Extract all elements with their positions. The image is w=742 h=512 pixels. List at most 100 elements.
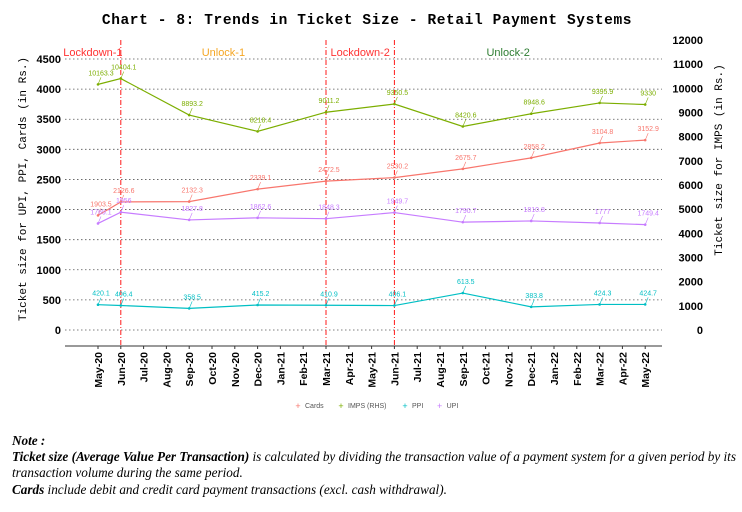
phase-label: Lockdown-1 bbox=[63, 47, 122, 59]
label-leader bbox=[97, 216, 102, 224]
data-label: 9330 bbox=[640, 91, 656, 98]
label-leader bbox=[530, 213, 535, 222]
label-leader bbox=[462, 215, 467, 223]
label-leader bbox=[394, 298, 398, 306]
y-left-tick-label: 2500 bbox=[37, 174, 61, 186]
data-label: 1848.3 bbox=[318, 205, 340, 212]
legend-marker: + bbox=[295, 401, 300, 411]
data-label: 1827.8 bbox=[181, 206, 203, 213]
series-line-imps-rhs- bbox=[97, 77, 646, 133]
label-leader bbox=[257, 297, 261, 306]
label-leader bbox=[530, 150, 535, 158]
data-point bbox=[643, 303, 647, 306]
x-tick-label: Jan-22 bbox=[549, 352, 561, 385]
label-leader bbox=[394, 205, 398, 213]
data-label: 415.2 bbox=[252, 291, 270, 298]
data-label: 406.4 bbox=[115, 292, 133, 299]
y-right-tick-label: 7000 bbox=[679, 156, 703, 168]
data-label: 1903.5 bbox=[90, 201, 112, 208]
data-label: 613.5 bbox=[457, 279, 475, 286]
label-leader bbox=[257, 182, 261, 190]
x-tick-label: Aug-21 bbox=[435, 352, 447, 388]
data-label: 2472.5 bbox=[318, 167, 340, 174]
x-tick-label: Dec-20 bbox=[253, 352, 265, 387]
x-tick-label: Mar-21 bbox=[321, 352, 333, 386]
y-right-tick-label: 1000 bbox=[679, 301, 703, 313]
label-leader bbox=[325, 105, 330, 113]
legend-marker: + bbox=[402, 401, 407, 411]
label-leader bbox=[530, 299, 535, 308]
y-right-tick-label: 3000 bbox=[679, 253, 703, 265]
data-label: 10404.1 bbox=[111, 65, 136, 72]
data-label: 410.9 bbox=[320, 291, 338, 298]
y-right-tick-label: 11000 bbox=[673, 59, 703, 71]
label-leader bbox=[120, 298, 125, 306]
label-leader bbox=[462, 161, 467, 169]
label-leader bbox=[599, 215, 603, 224]
y-left-tick-label: 4500 bbox=[37, 54, 61, 66]
note-term-ticket-size: Ticket size (Average Value Per Transacti… bbox=[12, 449, 250, 465]
label-leader bbox=[599, 135, 603, 144]
y-axis-right-title: Ticket size for IMPS (in Rs.) bbox=[714, 64, 726, 255]
y-right-tick-label: 6000 bbox=[679, 180, 703, 192]
data-label: 1862.6 bbox=[250, 204, 272, 211]
label-leader bbox=[644, 97, 649, 105]
data-label: 1956 bbox=[116, 198, 132, 205]
label-leader bbox=[644, 297, 649, 305]
label-leader bbox=[394, 96, 398, 105]
note-text-ticket-size: is calculated by dividing the transactio… bbox=[12, 449, 736, 481]
label-leader bbox=[599, 297, 603, 305]
label-leader bbox=[462, 285, 467, 294]
data-label: 9350.5 bbox=[387, 90, 409, 97]
data-label: 406.1 bbox=[389, 292, 407, 299]
data-label: 383.8 bbox=[525, 293, 543, 300]
data-label: 2675.7 bbox=[455, 155, 477, 162]
phase-label: Lockdown-2 bbox=[331, 47, 390, 59]
legend-label: PPI bbox=[412, 403, 423, 410]
data-label: 1777 bbox=[595, 209, 611, 216]
x-tick-label: Nov-20 bbox=[230, 352, 242, 387]
x-tick-label: Sep-20 bbox=[184, 352, 196, 387]
y-right-tick-label: 12000 bbox=[672, 35, 703, 47]
y-right-tick-label: 0 bbox=[697, 325, 703, 337]
x-tick-label: Jul-21 bbox=[412, 352, 424, 383]
x-tick-label: Apr-22 bbox=[617, 352, 629, 385]
label-leader bbox=[97, 297, 102, 305]
y-left-tick-label: 3000 bbox=[37, 144, 61, 156]
label-leader bbox=[599, 95, 603, 104]
data-label: 10163.3 bbox=[88, 70, 113, 77]
label-leader bbox=[325, 173, 330, 182]
y-right-tick-label: 10000 bbox=[672, 83, 703, 95]
y-right-tick-label: 9000 bbox=[679, 108, 703, 120]
y-right-tick-label: 4000 bbox=[679, 228, 703, 240]
y-left-tick-label: 3500 bbox=[37, 114, 61, 126]
x-tick-label: Mar-22 bbox=[595, 352, 607, 386]
x-tick-label: Jun-21 bbox=[389, 352, 401, 386]
label-leader bbox=[257, 210, 261, 218]
data-label: 1749.4 bbox=[637, 211, 659, 218]
y-left-tick-label: 4000 bbox=[37, 84, 61, 96]
series-line-cards bbox=[97, 139, 646, 216]
label-leader bbox=[644, 133, 649, 141]
data-point bbox=[598, 303, 601, 306]
legend-label: Cards bbox=[305, 403, 324, 410]
x-tick-label: Aug-20 bbox=[161, 352, 173, 388]
data-label: 8893.2 bbox=[181, 101, 203, 108]
data-label: 9395.9 bbox=[592, 89, 614, 96]
y-right-tick-label: 2000 bbox=[679, 277, 703, 289]
x-tick-label: Oct-21 bbox=[481, 352, 493, 385]
series-line-upi bbox=[97, 211, 646, 226]
data-label: 358.5 bbox=[183, 294, 201, 301]
label-leader bbox=[257, 124, 261, 132]
x-tick-label: Oct-20 bbox=[207, 352, 219, 385]
note-heading: Note : bbox=[12, 433, 46, 448]
label-leader bbox=[188, 301, 193, 309]
x-tick-label: Apr-21 bbox=[344, 352, 356, 385]
label-leader bbox=[188, 212, 193, 221]
data-label: 9011.2 bbox=[319, 98, 340, 105]
data-label: 1769.1 bbox=[90, 209, 112, 216]
label-leader bbox=[644, 217, 649, 225]
legend-marker: + bbox=[437, 401, 442, 411]
x-tick-label: Jul-20 bbox=[139, 352, 151, 383]
y-left-tick-label: 500 bbox=[43, 295, 61, 307]
